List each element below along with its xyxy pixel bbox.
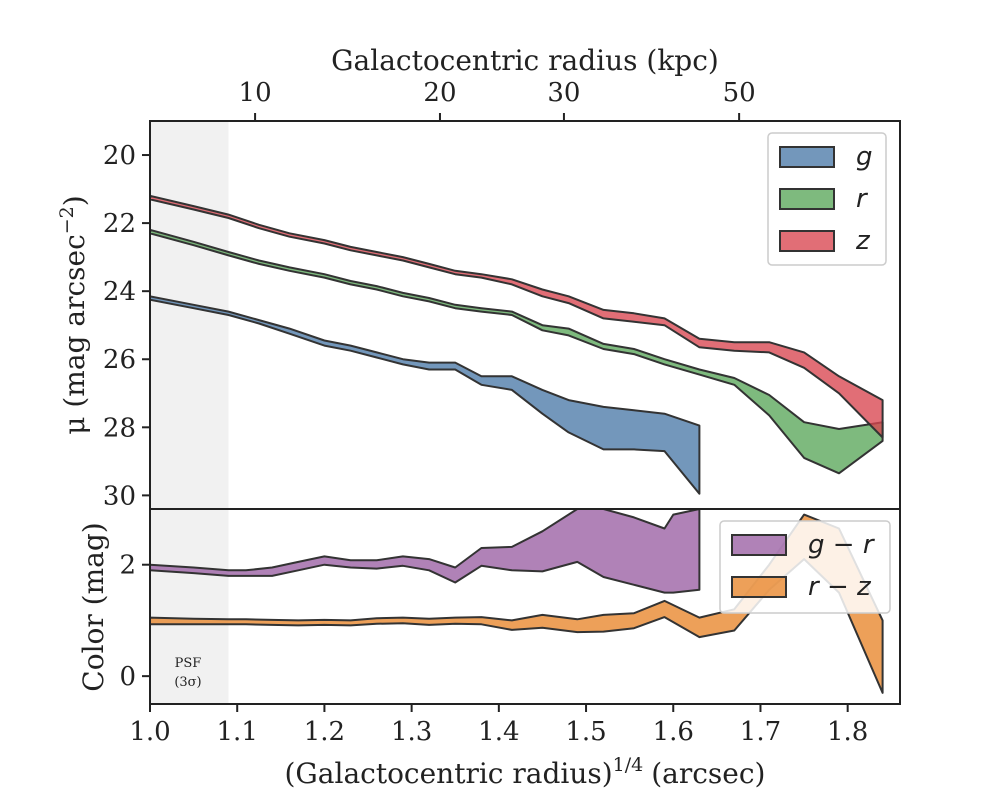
upper-y-tick-label: 24 [103,277,136,307]
x-tick-label: 1.3 [391,717,432,747]
bottom-axis-label-base: (Galactocentric radius) [285,757,613,790]
bottom-axis-label-exponent: 1/4 [613,754,644,776]
bottom-axis-label-unit: (arcsec) [651,757,765,790]
upper-y-label-close: ) [58,195,91,206]
top-tick-label: 30 [547,78,580,108]
lower-y-tick-label: 2 [119,551,136,581]
psf-region-upper [150,121,229,509]
series-band-r [150,228,884,475]
top-tick-label: 20 [423,78,456,108]
top-tick-label: 50 [723,78,756,108]
color-panel: 02 Color (mag) g − rr − z PSF (3σ) [77,508,901,705]
upper-y-label-exponent: −2 [56,206,78,234]
lower-legend: g − r r − z [719,520,891,614]
lower-y-tick-label: 0 [119,662,136,692]
legend-swatch-g-minus-r [731,534,787,556]
upper-y-axis-label: μ (mag arcsec−2) [56,195,91,434]
series-band-g [150,295,701,495]
x-tick-label: 1.4 [478,717,519,747]
psf-region-lower [150,509,229,704]
bottom-axis-ticks: 1.0 1.1 1.2 1.3 1.4 1.5 1.6 1.7 1.8 [129,704,868,747]
psf-label-line1: PSF [175,656,202,671]
x-tick-label: 1.7 [740,717,781,747]
legend-label-r: r [856,184,869,214]
upper-legend: grz [767,132,887,266]
series-band-z [150,194,884,439]
x-tick-label: 1.8 [827,717,868,747]
legend-swatch-r-minus-z [731,576,787,598]
top-axis-label: Galactocentric radius (kpc) [331,44,719,77]
lower-y-axis-label: Color (mag) [77,522,110,691]
lower-y-ticks: 02 [119,551,150,692]
upper-y-tick-label: 30 [103,481,136,511]
legend-swatch-r [779,188,835,210]
legend-label-g-minus-r: g − r [808,530,876,560]
surface-brightness-series [150,194,884,495]
upper-y-tick-label: 20 [103,141,136,171]
x-tick-label: 1.2 [304,717,345,747]
upper-y-label-base: μ (mag arcsec [58,234,91,434]
x-tick-label: 1.5 [565,717,606,747]
legend-swatch-z [779,230,835,252]
lower-panel-frame [149,508,901,705]
legend-label-g: g [856,142,873,172]
x-tick-label: 1.6 [653,717,694,747]
upper-y-tick-label: 22 [103,209,136,239]
top-tick-label: 10 [239,78,272,108]
x-tick-label: 1.1 [217,717,258,747]
upper-y-tick-label: 26 [103,345,136,375]
x-tick-label: 1.0 [129,717,170,747]
bottom-axis-label: (Galactocentric radius)1/4 (arcsec) [285,754,766,790]
upper-y-ticks: 20 22 24 26 28 30 [103,141,150,511]
surface-brightness-panel: 20 22 24 26 28 30 μ (mag arcsec−2) grz [56,120,901,511]
psf-label-line2: (3σ) [174,675,201,690]
top-axis-ticks: 10 20 30 50 [239,78,756,121]
upper-y-tick-label: 28 [103,413,136,443]
legend-label-r-minus-z: r − z [808,572,872,602]
series-band-g-minus-r [150,509,701,594]
legend-swatch-g [779,146,835,168]
legend-label-z: z [855,226,871,256]
